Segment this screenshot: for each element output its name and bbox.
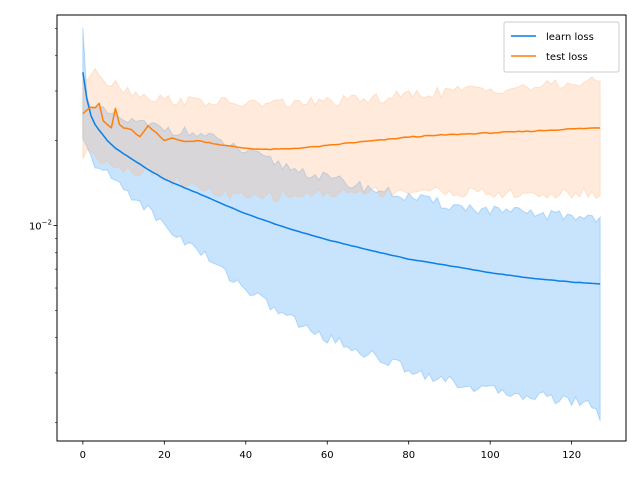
legend-box (503, 21, 620, 73)
x-axis: 0 20 40 60 80 100 120 (80, 441, 581, 461)
plot-frame (56, 14, 627, 442)
x-tick-label: 40 (239, 450, 252, 461)
x-tick-label: 80 (402, 450, 415, 461)
x-tick-label: 20 (158, 450, 171, 461)
confidence-bands (82, 27, 601, 421)
series-lines (82, 72, 601, 285)
series-line-test-loss (82, 102, 601, 151)
series-line-learn-loss (82, 72, 601, 285)
x-tick-label: 120 (562, 450, 581, 461)
y-axis: 10−2 (29, 28, 57, 423)
legend-label: learn loss (546, 32, 594, 43)
legend-label: test loss (546, 52, 588, 63)
series-band-test-loss (82, 67, 601, 203)
x-tick-label: 60 (321, 450, 334, 461)
x-tick-label: 100 (481, 450, 500, 461)
x-tick-label: 0 (80, 450, 86, 461)
series-band-learn-loss (82, 27, 601, 421)
y-tick-label: 10−2 (29, 218, 52, 232)
legend: learn loss test loss (503, 21, 620, 73)
